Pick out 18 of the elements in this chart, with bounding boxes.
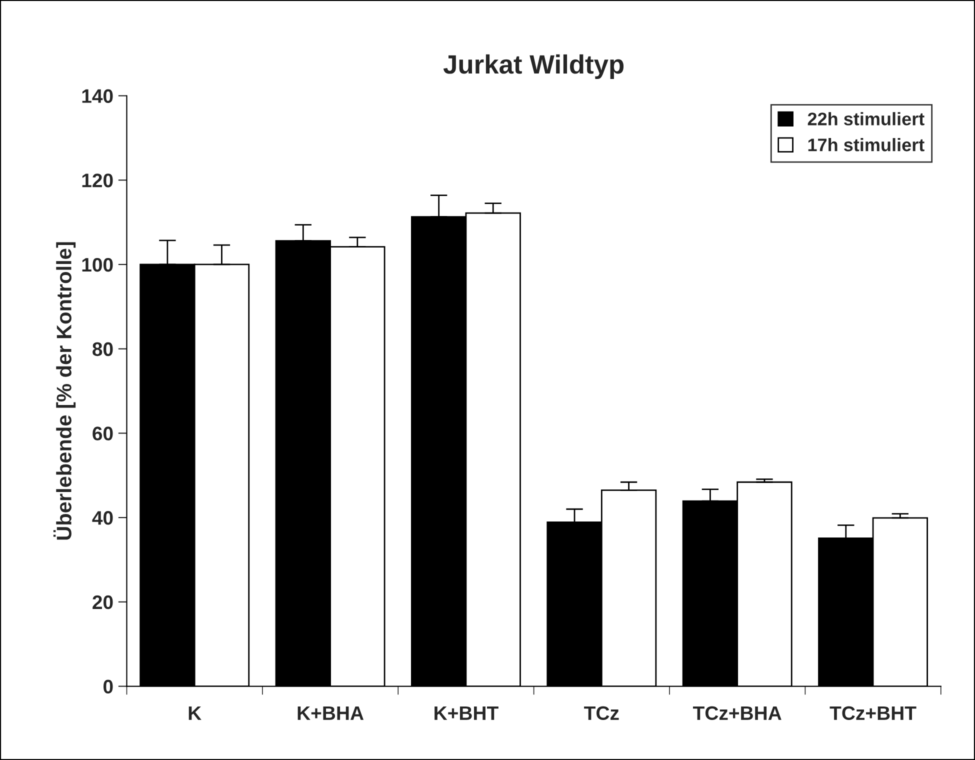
x-tick-label: TCz+BHA [693, 706, 782, 720]
x-tick-label: K+BHT [434, 706, 498, 720]
y-tick-label: 80 [92, 342, 113, 356]
x-tick-label: K+BHA [298, 706, 364, 720]
y-axis-title: Überlebende [% der Kontrolle] [53, 242, 76, 540]
y-tick-label: 100 [82, 258, 113, 272]
y-tick-label: 0 [104, 680, 113, 694]
legend-label: 17h stimuliert [808, 138, 924, 152]
chart-title: Jurkat Wildtyp [443, 54, 624, 80]
y-tick-label: 60 [92, 426, 113, 440]
legend-label: 22h stimuliert [808, 112, 924, 126]
y-tick-label: 20 [92, 595, 113, 610]
x-tick-label: TCz [584, 706, 619, 720]
x-tick-label: TCz+BHT [830, 706, 916, 720]
y-tick-label: 40 [92, 511, 113, 525]
y-tick-label: 120 [82, 174, 113, 188]
y-tick-label: 140 [82, 89, 113, 103]
x-tick-label: K [188, 706, 202, 720]
